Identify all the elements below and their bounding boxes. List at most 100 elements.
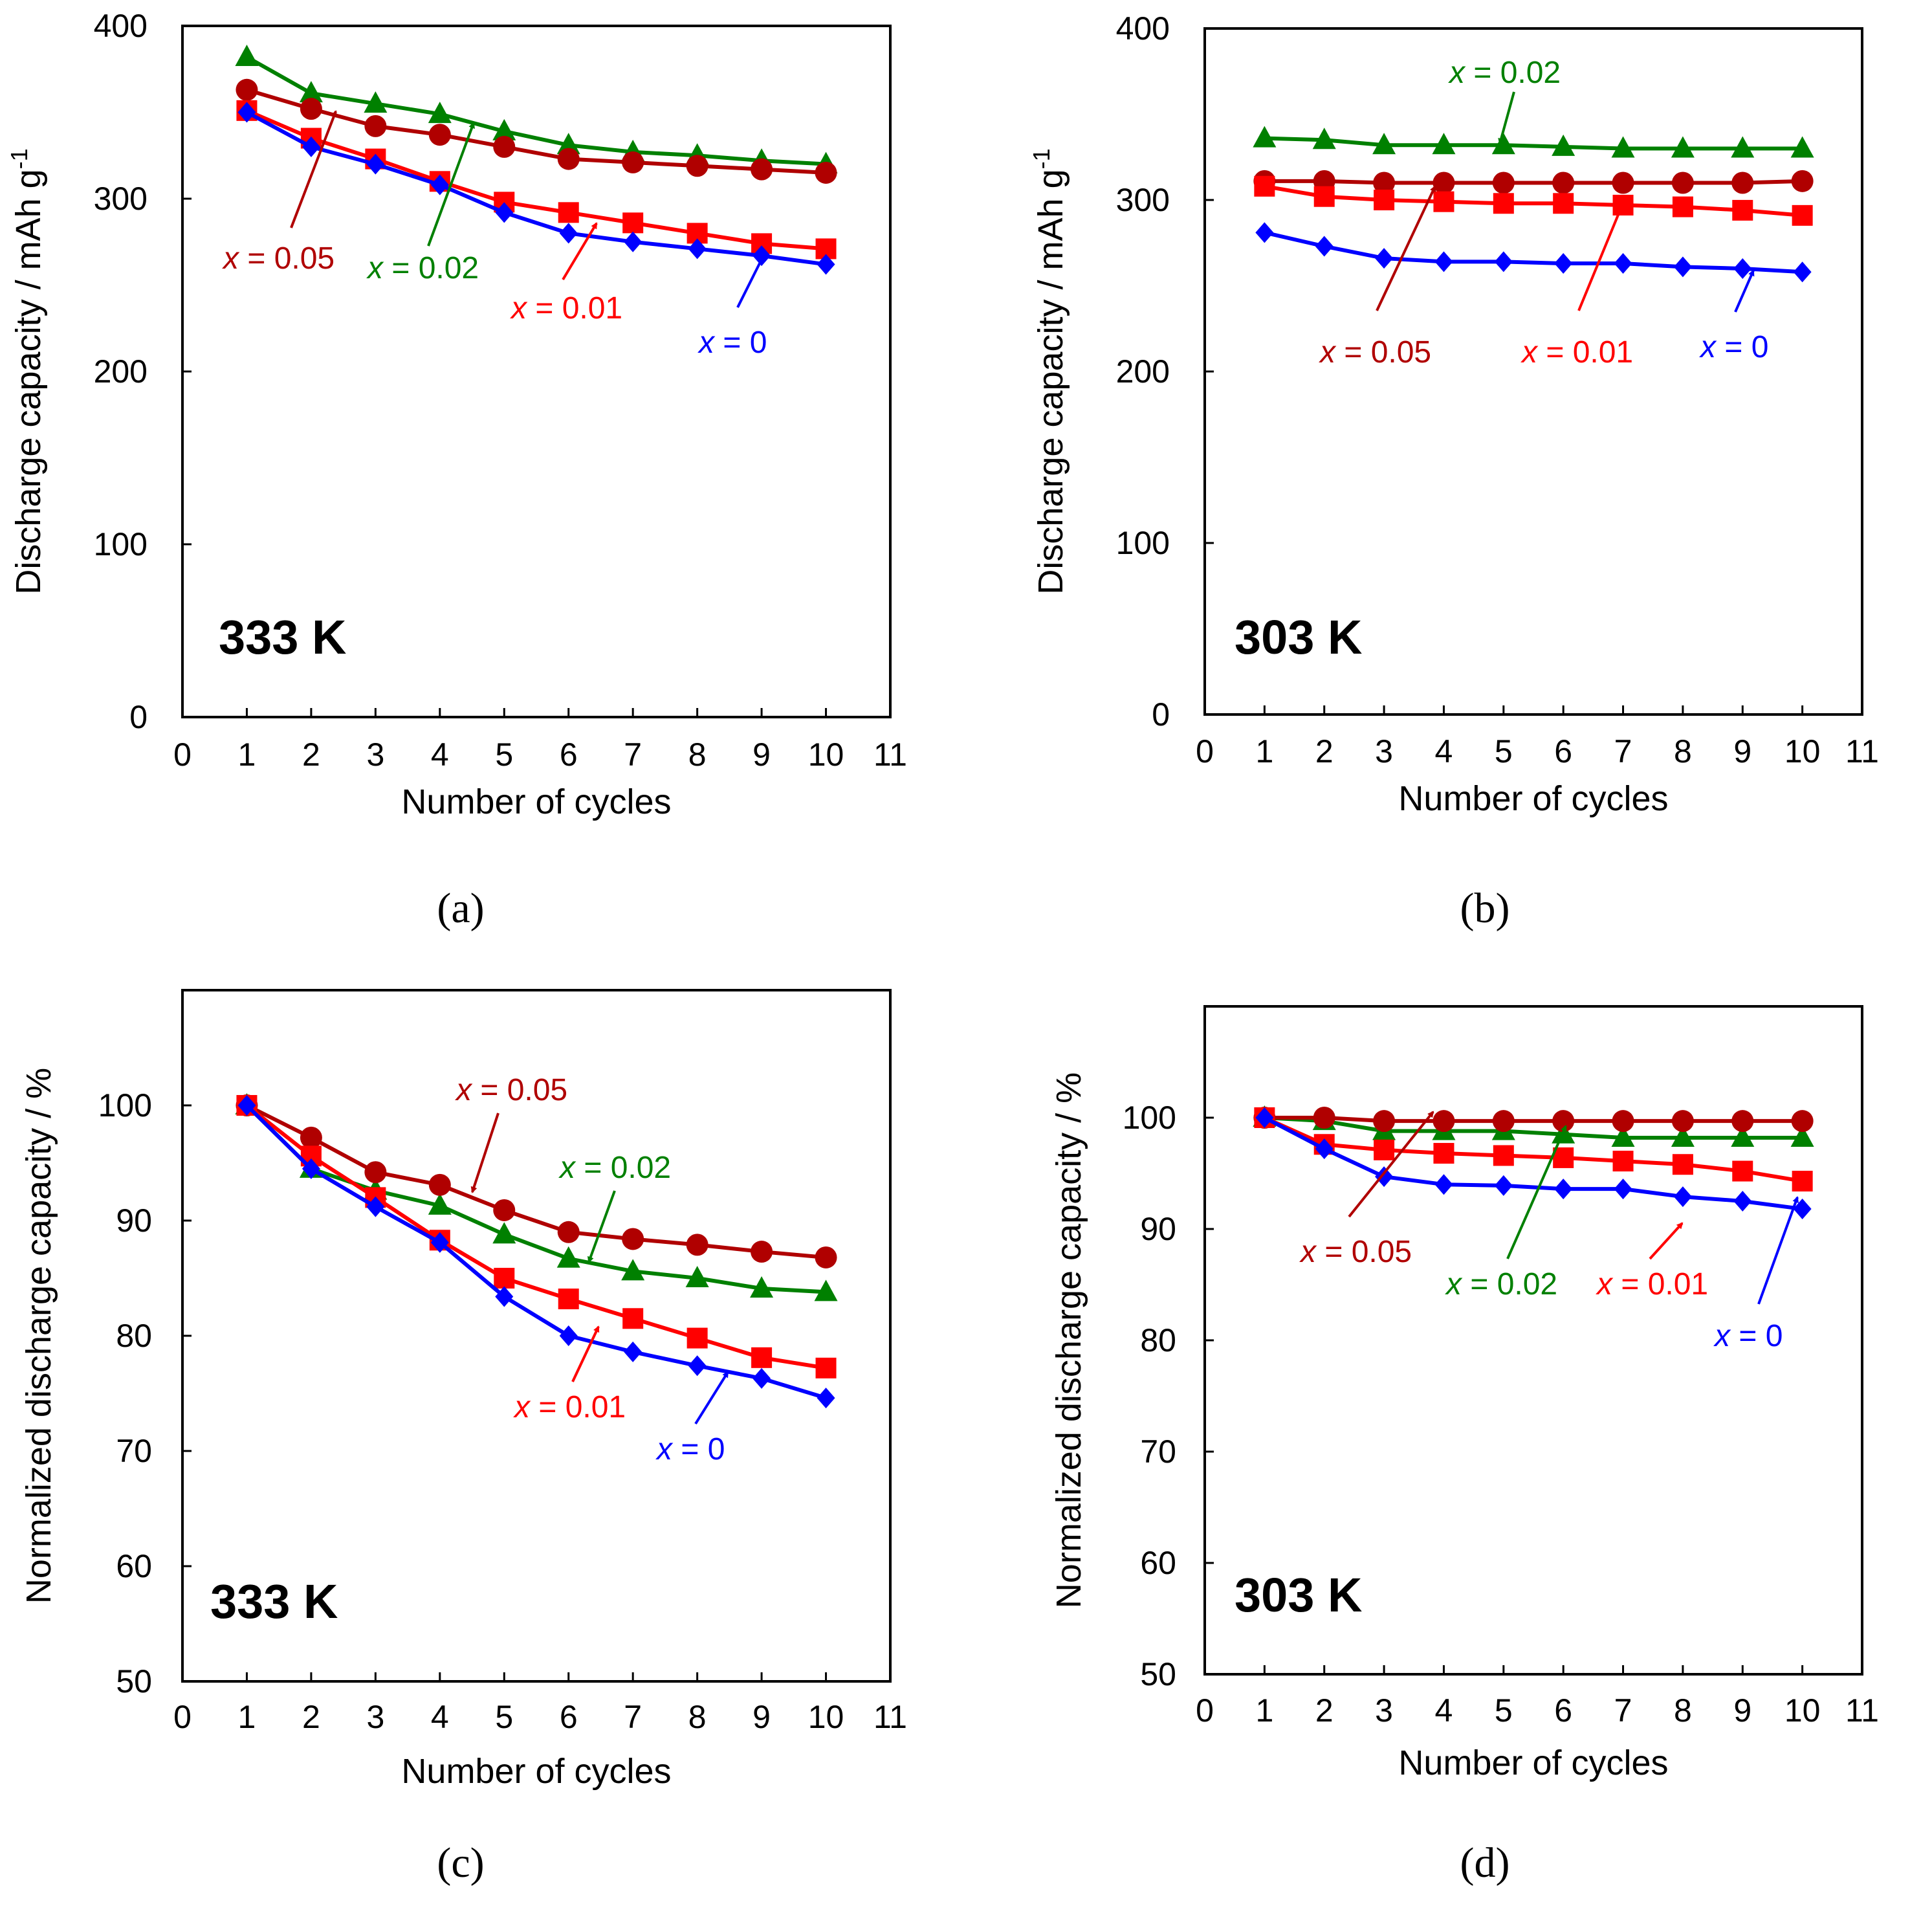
annotation-variable: x xyxy=(1319,335,1337,370)
annotation-variable: x xyxy=(1445,1267,1463,1301)
x-tick-label: 9 xyxy=(1733,1692,1751,1729)
x-tick-label: 1 xyxy=(1255,733,1273,769)
x-tick-label: 6 xyxy=(560,736,578,773)
temperature-label: 333 K xyxy=(219,610,346,664)
annotation-label: x = 0.01 xyxy=(513,1390,626,1424)
y-axis-label-main: Normalized discharge capacity / % xyxy=(19,1068,58,1604)
x-tick-label: 7 xyxy=(624,1699,642,1735)
data-point xyxy=(622,212,644,234)
series-x0 xyxy=(1255,1107,1812,1220)
data-point xyxy=(558,1289,579,1310)
data-point xyxy=(686,155,708,177)
x-tick-label: 4 xyxy=(1435,733,1453,769)
annotation-label: x = 0.01 xyxy=(1520,335,1633,370)
data-point xyxy=(495,202,514,223)
data-point xyxy=(1552,1110,1575,1133)
data-point xyxy=(1732,1160,1753,1182)
x-tick-label: 3 xyxy=(366,736,384,773)
data-point xyxy=(1791,1110,1814,1133)
series-annotation: x = 0.05 xyxy=(222,110,337,276)
series-x002 xyxy=(235,1093,838,1301)
y-tick-label: 70 xyxy=(116,1433,152,1469)
data-point xyxy=(302,136,320,157)
series-line xyxy=(1264,230,1803,274)
chart-panel-a: 0 1 2 3 4 5 6 7 8 9 10 11 0 100 200 300 400 Number of cyc… xyxy=(6,8,907,932)
data-point xyxy=(815,161,837,184)
data-point xyxy=(1671,1125,1695,1147)
annotation-label: x = 0.05 xyxy=(1299,1235,1412,1269)
y-tick-label: 0 xyxy=(129,699,148,735)
data-point xyxy=(1255,1107,1274,1128)
data-point xyxy=(1553,193,1574,214)
series-annotation: x = 0.02 xyxy=(1448,56,1561,145)
series-line xyxy=(1264,184,1803,217)
data-point xyxy=(1373,172,1396,194)
data-point xyxy=(492,118,516,140)
data-point xyxy=(1434,251,1453,272)
data-point xyxy=(751,1241,773,1263)
chart-panel-b: 0 1 2 3 4 5 6 7 8 9 10 11 0 100 200 300 400 Number of cyc… xyxy=(1028,10,1879,932)
series-line xyxy=(246,109,826,251)
y-axis-label-main: Discharge capacity / mAh g xyxy=(9,169,48,594)
series-line xyxy=(1264,1116,1803,1183)
annotation-variable: x xyxy=(1299,1235,1317,1269)
annotation-label: x = 0.05 xyxy=(222,241,335,276)
data-point xyxy=(686,1234,708,1256)
panel-caption: (b) xyxy=(1460,885,1510,932)
x-tick-label: 6 xyxy=(560,1699,578,1735)
x-tick-label: 2 xyxy=(1315,733,1334,769)
data-point xyxy=(1612,1151,1634,1172)
chart-panel-c: 0 1 2 3 4 5 6 7 8 9 10 11 50 60 70 80 90 100 Number of cyc… xyxy=(19,989,907,1887)
x-tick-label: 2 xyxy=(1315,1692,1334,1729)
data-point xyxy=(1492,172,1515,194)
data-point xyxy=(1375,1166,1394,1188)
y-tick-label: 60 xyxy=(1140,1545,1176,1581)
x-axis-label: Number of cycles xyxy=(401,782,671,821)
data-point xyxy=(1614,253,1632,274)
x-tick-label: 0 xyxy=(173,1699,192,1735)
x-tick-label: 8 xyxy=(1674,733,1692,769)
x-tick-label: 2 xyxy=(302,736,320,773)
data-point xyxy=(1731,1110,1754,1133)
x-tick-label: 3 xyxy=(1375,1692,1393,1729)
data-point xyxy=(1312,127,1336,149)
annotation-variable: x xyxy=(222,241,240,276)
x-tick-label: 9 xyxy=(752,736,771,773)
y-tick-label: 100 xyxy=(94,526,148,562)
x-tick-label: 4 xyxy=(431,736,449,773)
annotation-variable: x xyxy=(1596,1267,1614,1301)
series-annotation: x = 0 xyxy=(697,254,767,360)
y-tick-label: 70 xyxy=(1140,1433,1176,1470)
x-tick-label: 6 xyxy=(1554,1692,1572,1729)
data-point xyxy=(621,1259,645,1281)
data-point xyxy=(366,1196,385,1217)
x-tick-label: 5 xyxy=(495,736,513,773)
panel-caption: (d) xyxy=(1460,1839,1510,1887)
annotation-label: x = 0 xyxy=(1699,330,1768,364)
x-tick-label: 5 xyxy=(495,1699,513,1735)
x-axis-label: Number of cycles xyxy=(1398,1743,1668,1782)
y-tick-label: 60 xyxy=(116,1548,152,1584)
data-point xyxy=(624,1341,642,1362)
annotation-variable: x xyxy=(558,1151,576,1185)
annotation-variable: x xyxy=(655,1432,674,1467)
annotation-variable: x xyxy=(697,326,716,360)
y-axis-label: Normalized discharge capacity / % xyxy=(19,1068,58,1604)
data-point xyxy=(1434,1174,1453,1195)
data-point xyxy=(622,1228,644,1250)
x-tick-label: 11 xyxy=(873,1699,907,1735)
annotation-value: = 0.02 xyxy=(575,1151,671,1185)
x-tick-label: 1 xyxy=(1255,1692,1273,1729)
data-point xyxy=(1672,196,1693,217)
x-tick-label: 0 xyxy=(1196,733,1214,769)
data-point xyxy=(430,174,449,195)
annotation-arrow xyxy=(694,1371,729,1425)
series-line xyxy=(1264,179,1803,185)
data-point xyxy=(559,1325,578,1346)
x-tick-label: 0 xyxy=(173,736,192,773)
data-point xyxy=(1731,1125,1755,1147)
series-annotation: x = 0.02 xyxy=(366,122,479,285)
annotation-value: = 0.05 xyxy=(1316,1235,1412,1269)
data-point xyxy=(751,1347,773,1368)
data-point xyxy=(558,202,579,223)
